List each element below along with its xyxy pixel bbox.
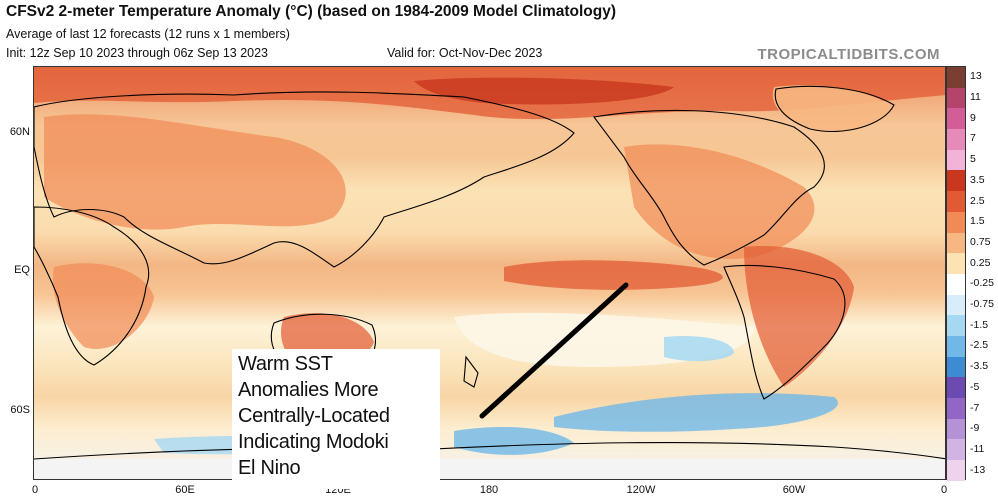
colorbar-label: -3.5 — [970, 360, 989, 373]
arctic-peak-anomaly — [414, 77, 674, 105]
colorbar-swatch — [947, 253, 965, 274]
lon-label-0-left: 0 — [31, 484, 39, 496]
lon-label-0-right: 0 — [940, 484, 948, 496]
colorbar-swatch — [947, 191, 965, 212]
antarctica-outline — [34, 441, 945, 460]
colorbar-label: 7 — [970, 132, 976, 145]
colorbar-swatch — [947, 108, 965, 130]
equatorial-pacific-warm-tongue — [504, 260, 723, 290]
lat-label-60s: 60S — [10, 404, 30, 416]
colorbar-label: 0.25 — [970, 256, 991, 269]
map-title: CFSv2 2-meter Temperature Anomaly (°C) (… — [6, 3, 616, 20]
colorbar-swatch — [947, 67, 965, 88]
colorbar-swatch — [947, 439, 965, 461]
north-america-warm-anomaly — [624, 144, 815, 259]
colorbar-swatch — [947, 335, 965, 357]
colorbar-label: -7 — [970, 401, 980, 414]
colorbar-swatch — [947, 460, 965, 481]
south-pacific-cool-patch — [664, 335, 734, 362]
colorbar-label: -0.75 — [970, 298, 994, 311]
greenland-outline — [774, 85, 895, 133]
annotation-line: El Nino — [238, 457, 301, 479]
map-subtitle: Average of last 12 forecasts (12 runs x … — [6, 27, 290, 41]
colorbar-swatch — [947, 170, 965, 192]
colorbar-label: 9 — [970, 111, 976, 124]
colorbar-swatch — [947, 377, 965, 398]
africa-warm-anomaly — [53, 263, 154, 349]
annotation-box: Warm SST Anomalies More Centrally-Locate… — [232, 349, 440, 489]
anomaly-field — [34, 67, 945, 479]
africa-outline — [34, 206, 150, 366]
lat-label-60n: 60N — [9, 126, 30, 138]
colorbar-swatch — [947, 294, 965, 316]
colorbar-swatch — [947, 87, 965, 109]
lat-label-eq: EQ — [14, 264, 30, 276]
colorbar-label: 3.5 — [970, 173, 985, 186]
colorbar-swatch — [947, 273, 965, 295]
continent-outlines — [34, 85, 945, 460]
lon-label-180: 180 — [479, 484, 499, 496]
lon-label-60e: 60E — [175, 484, 195, 496]
annotation-arrow-line — [479, 282, 629, 419]
colorbar-swatch — [947, 356, 965, 378]
init-period: Init: 12z Sep 10 2023 through 06z Sep 13… — [6, 46, 269, 60]
colorbar-swatch — [947, 129, 965, 150]
colorbar-swatch — [947, 211, 965, 233]
annotation-line: Indicating Modoki — [238, 431, 389, 453]
colorbar-swatch — [947, 232, 965, 254]
colorbar-label: 1.5 — [970, 215, 985, 228]
annotation-line: Anomalies More — [238, 379, 379, 401]
valid-period: Valid for: Oct-Nov-Dec 2023 — [387, 46, 543, 60]
eurasia-outline — [34, 91, 575, 268]
annotation-line: Centrally-Located — [238, 405, 390, 427]
colorbar-label: -0.25 — [970, 277, 994, 290]
colorbar-swatch — [947, 398, 965, 419]
annotation-line: Warm SST — [238, 353, 333, 375]
lon-label-120w: 120W — [626, 484, 656, 496]
colorbar-label: 13 — [970, 70, 982, 83]
southern-ocean-cool-anomaly — [554, 393, 838, 432]
north-america-outline — [593, 109, 825, 266]
colorbar-label: -13 — [970, 463, 986, 476]
lon-label-60w: 60W — [782, 484, 806, 496]
colorbar-label: 2.5 — [970, 194, 985, 207]
ross-sea-cool — [454, 427, 574, 455]
colorbar — [946, 66, 966, 481]
colorbar-swatch — [947, 149, 965, 171]
greenland-anomaly — [772, 85, 894, 131]
colorbar-label: -2.5 — [970, 339, 989, 352]
credit-watermark: TROPICALTIDBITS.COM — [757, 46, 940, 63]
anomaly-map — [33, 66, 946, 480]
new-zealand-outline — [463, 355, 479, 388]
south-america-warm-anomaly — [744, 246, 854, 387]
colorbar-label: -11 — [970, 442, 985, 455]
antarctica-neutral — [34, 459, 945, 479]
colorbar-label: -5 — [970, 380, 980, 393]
colorbar-label: -1.5 — [970, 318, 989, 331]
south-america-outline — [723, 264, 846, 400]
colorbar-label: 0.75 — [970, 235, 991, 248]
colorbar-swatch — [947, 315, 965, 336]
colorbar-swatch — [947, 418, 965, 440]
colorbar-label: 11 — [970, 91, 981, 104]
colorbar-label: 5 — [970, 153, 976, 166]
eurasia-warm-anomaly — [44, 114, 346, 230]
colorbar-label: -9 — [970, 422, 980, 435]
